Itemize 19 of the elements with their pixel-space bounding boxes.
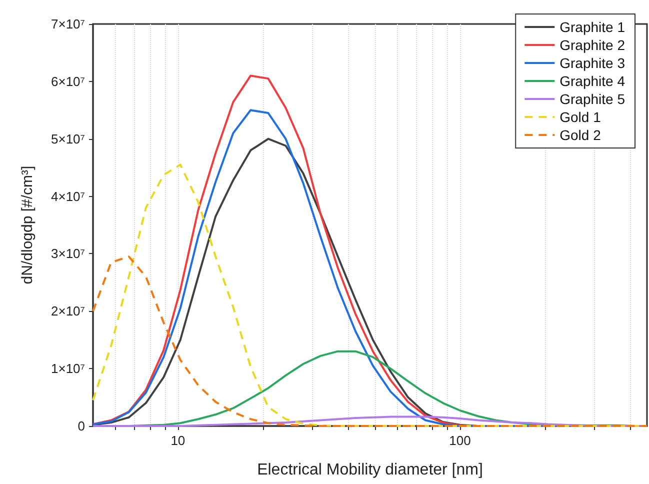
x-tick-label: 10 — [170, 433, 186, 448]
legend-label: Graphite 5 — [560, 91, 626, 107]
y-tick-label: 0 — [78, 418, 85, 434]
legend-label: Gold 2 — [560, 127, 602, 143]
y-tick-label: 7×10⁷ — [51, 16, 86, 32]
y-tick-label: 2×10⁷ — [51, 304, 86, 319]
x-axis-title: Electrical Mobility diameter [nm] — [257, 462, 483, 478]
y-tick-label: 6×10⁷ — [51, 74, 86, 89]
y-tick-label: 3×10⁷ — [51, 246, 86, 262]
legend-label: Graphite 1 — [560, 19, 626, 35]
x-tick-label: 100 — [449, 433, 471, 448]
legend-label: Graphite 2 — [560, 37, 626, 53]
y-tick-label: 5×10⁷ — [51, 131, 86, 146]
legend-label: Gold 1 — [560, 109, 602, 125]
y-axis-title: dN/dlogdp [#/cm³] — [19, 166, 36, 284]
y-tick-label: 1×10⁷ — [51, 361, 86, 376]
y-tick-label: 4×10⁷ — [51, 188, 86, 204]
legend-label: Graphite 4 — [560, 73, 626, 89]
legend-label: Graphite 3 — [560, 55, 626, 71]
